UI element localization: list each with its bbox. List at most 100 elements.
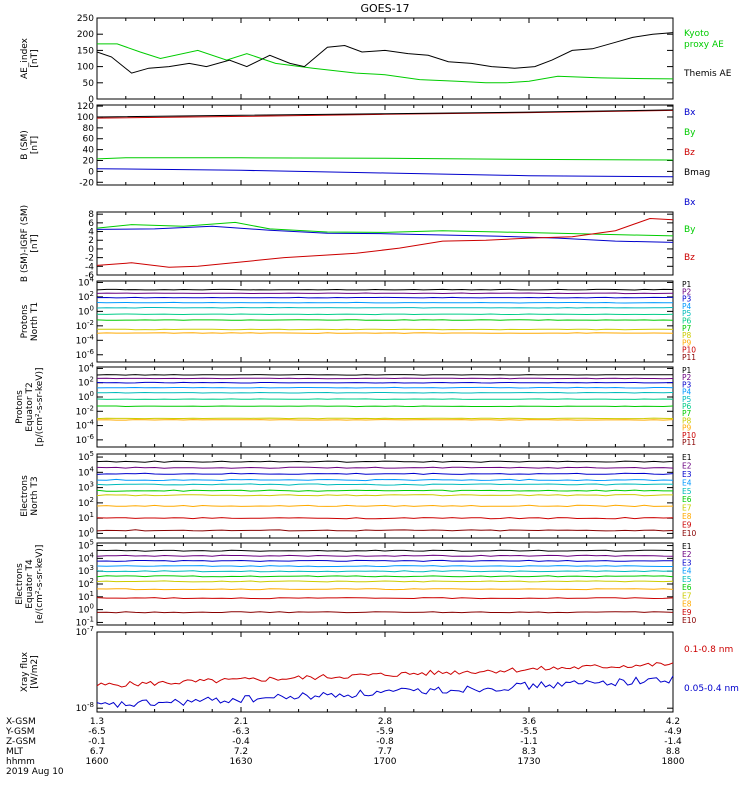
series-line-e4 (96, 478, 674, 482)
legend-entry: P1 (682, 280, 692, 289)
x-axis-row-label: Z-GSM (6, 737, 36, 747)
legend-entry: P2 (682, 287, 692, 296)
y-tick-label: 100 (77, 63, 94, 73)
x-axis-value: 1.3 (90, 717, 104, 727)
y-tick-label: -4 (85, 262, 94, 272)
y-tick-label: 10-4 (76, 419, 95, 432)
legend-entry: By (684, 225, 696, 235)
x-axis-value: 2.8 (378, 717, 393, 727)
y-tick-label: 60 (83, 135, 95, 145)
panel-frame (96, 453, 674, 539)
legend-entry: E4 (682, 567, 692, 576)
series-line-e10 (96, 611, 674, 614)
series-line-e6 (96, 575, 674, 578)
panel-frame (96, 17, 674, 100)
series-line-p6 (96, 313, 674, 316)
series-line-p2 (96, 292, 674, 295)
series-line-p5 (96, 306, 674, 309)
y-tick-label: 10-4 (76, 333, 95, 346)
legend-entry: E5 (682, 575, 692, 584)
y-tick-label: 50 (83, 79, 95, 89)
series-line-p8 (96, 417, 674, 420)
legend-entry: P7 (682, 409, 692, 418)
y-tick-label: 102 (78, 577, 94, 590)
x-axis-value: 1730 (518, 757, 541, 767)
y-tick-label: 2 (88, 236, 94, 246)
x-axis-value: 7.2 (234, 747, 248, 757)
legend-entry: E1 (682, 453, 692, 462)
legend-entry: E7 (682, 504, 692, 513)
y-axis-label: AE_index[nT] (20, 37, 40, 79)
series-line-e10 (96, 529, 674, 532)
y-tick-label: 200 (77, 30, 94, 40)
y-tick-label: 101 (78, 511, 94, 524)
series-line-p7 (96, 319, 674, 321)
legend-entry: P7 (682, 324, 692, 333)
series-line-e2 (96, 554, 674, 557)
y-tick-label: 104 (78, 465, 94, 478)
series-line-bmag (96, 109, 674, 118)
x-axis-value: 7.7 (378, 747, 392, 757)
x-axis-block: X-GSM 1.3 2.1 2.8 3.6 4.2 Y-GSM -6.5 -6.3 -5.9 -5.… (5, 717, 685, 777)
x-axis-row-label: Y-GSM (5, 727, 34, 737)
legend-entry: 0.1-0.8 nm (684, 645, 733, 655)
x-axis-value: 6.7 (90, 747, 104, 757)
x-axis-value: 8.8 (666, 747, 681, 757)
series-line-p1 (96, 288, 674, 291)
legend-entry: P11 (682, 438, 696, 447)
series-line-p1 (96, 374, 674, 376)
legend-entry: P6 (682, 317, 692, 326)
legend-entry: P4 (682, 302, 692, 311)
series-line-by (96, 157, 674, 161)
y-axis-label: B (SM)[nT] (20, 130, 40, 160)
legend-entry: E5 (682, 487, 692, 496)
legend-entry: P9 (682, 424, 692, 433)
y-axis-label: B (SM)-IGRF (SM)[nT] (20, 205, 40, 282)
x-axis-value: -0.4 (232, 737, 250, 747)
y-tick-label: 0 (88, 167, 94, 177)
x-axis-row-label: X-GSM (6, 717, 36, 727)
series-line-themis-ae (96, 32, 674, 74)
series-line-p7 (97, 405, 674, 408)
series-line-e5 (96, 570, 674, 573)
x-axis-value: 3.6 (522, 717, 537, 727)
series-line-e3 (96, 559, 673, 562)
legend-entry: Kyoto proxy AE (684, 29, 724, 50)
series-line-bx (96, 225, 674, 243)
series-line-0-1-0-8-nm (96, 662, 674, 688)
x-axis-value: -6.5 (88, 727, 106, 737)
y-tick-label: 104 (78, 275, 94, 288)
legend-entry: E6 (682, 495, 692, 504)
series-line-p4 (96, 301, 674, 304)
y-tick-label: 101 (78, 590, 94, 603)
series-line-e7 (96, 494, 673, 497)
y-tick-label: 10-8 (76, 701, 94, 714)
legend-entry: P5 (682, 395, 692, 404)
panel-frame (96, 631, 674, 713)
series-line-p9 (96, 332, 674, 334)
series-line-0-05-0-4-nm (96, 675, 674, 708)
series-line-e6 (96, 489, 673, 492)
x-axis-value: 8.3 (522, 747, 536, 757)
y-tick-label: 105 (78, 450, 94, 463)
legend-entry: P4 (682, 388, 692, 397)
x-axis-value: 1700 (374, 757, 397, 767)
panel-1: 250 200 150 100 50 0 AE_index[nT] Kyoto proxy AE… (20, 14, 732, 105)
legend-entry: Bmag (684, 168, 710, 178)
legend-entry: By (684, 128, 696, 138)
y-axis-label: ProtonsEquator T2[p/(cm²-s-sr-keV)] (15, 368, 45, 447)
y-axis-label: ElectronsNorth T3 (20, 475, 40, 517)
y-tick-label: -2 (85, 254, 94, 264)
series-line-p3 (96, 381, 674, 384)
y-tick-label: 100 (78, 526, 94, 539)
y-tick-label: 8 (88, 210, 94, 220)
legend-entry: E10 (682, 529, 697, 538)
y-tick-label: 120 (77, 102, 94, 112)
legend-entry: E10 (682, 616, 697, 625)
x-axis-value: -6.3 (232, 727, 250, 737)
x-axis-value: 1800 (662, 757, 685, 767)
series-line-e4 (96, 565, 673, 568)
